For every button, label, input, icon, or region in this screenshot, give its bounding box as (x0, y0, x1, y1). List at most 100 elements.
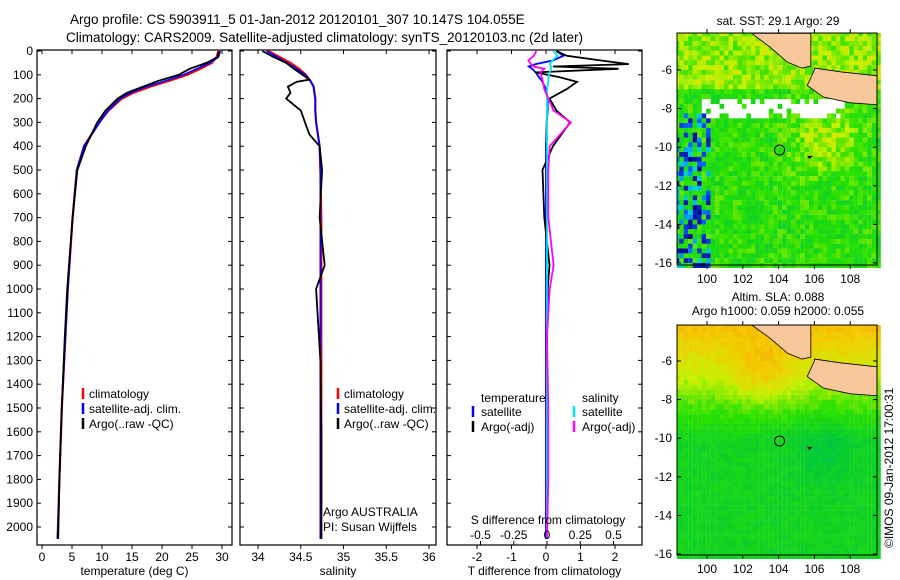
map-cell (759, 253, 765, 259)
legend-label: satellite (481, 405, 522, 419)
map-cell (853, 404, 859, 410)
map-cell (822, 428, 828, 434)
map-cell (835, 181, 841, 186)
map-cell (818, 462, 823, 468)
map-cell (728, 433, 734, 439)
map-cell (768, 496, 774, 502)
map-cell (809, 185, 814, 191)
map-cell (737, 79, 742, 85)
map-cell (701, 380, 707, 386)
map-cell (809, 45, 814, 51)
map-cell (701, 491, 707, 497)
map-cell (835, 41, 841, 46)
map-cell (853, 55, 859, 61)
map-cell (755, 45, 760, 51)
map-cell (858, 123, 863, 129)
map-cell (679, 137, 684, 143)
map-cell (733, 258, 738, 264)
map-cell (701, 258, 707, 264)
map-cell (862, 423, 868, 429)
map-cell (688, 195, 693, 201)
map-cell (755, 132, 760, 138)
map-cell (849, 36, 854, 42)
map-cell (822, 205, 828, 211)
map-cell (822, 258, 828, 264)
y-tick-label: 1200 (6, 330, 33, 344)
map-cell (733, 229, 738, 235)
map-cell (853, 161, 859, 167)
map-cell (746, 229, 751, 235)
map-cell (679, 214, 684, 220)
map-cell (741, 351, 747, 357)
map-cell (795, 181, 801, 186)
map-cell (831, 409, 836, 415)
map-cell (786, 414, 792, 420)
map-cell (782, 205, 787, 211)
map-cell (768, 205, 774, 211)
map-cell (867, 529, 872, 535)
map-cell (858, 399, 863, 405)
map-cell (697, 137, 702, 143)
map-cell (800, 185, 805, 191)
map-cell (849, 447, 854, 453)
map-cell (840, 127, 845, 133)
map-cell (737, 370, 742, 376)
map-cell (706, 520, 711, 526)
map-cell (697, 70, 702, 75)
map-cell (701, 55, 707, 61)
map-cell (710, 200, 716, 206)
map-cell (701, 361, 707, 366)
map-cell (862, 554, 868, 559)
map-cell (822, 462, 828, 468)
map-cell (768, 123, 774, 129)
map-cell (822, 224, 828, 230)
map-cell (764, 89, 769, 95)
map-cell (701, 161, 707, 167)
map-cell (840, 418, 845, 424)
map-cell (715, 375, 720, 381)
map-cell (835, 481, 841, 487)
map-cell (876, 365, 881, 371)
map-cell (800, 147, 805, 153)
map-cell (746, 447, 751, 453)
map-cell (701, 549, 707, 555)
map-cell (844, 185, 850, 191)
map-cell (679, 462, 684, 468)
map-cell (867, 447, 872, 453)
map-cell (746, 505, 751, 511)
map-cell (679, 404, 684, 410)
map-cell (773, 60, 778, 66)
map-cell (701, 142, 707, 148)
map-cell (822, 399, 828, 405)
map-cell (777, 152, 783, 157)
map-cell (679, 200, 684, 206)
map-cell (719, 385, 725, 391)
map-cell (746, 525, 751, 530)
map-cell (728, 161, 734, 167)
map-cell (777, 462, 783, 468)
map-cell (800, 219, 805, 225)
map-cell (858, 438, 863, 444)
map-cell (813, 248, 819, 254)
map-cell (849, 438, 854, 444)
map-cell (737, 171, 742, 177)
map-cell (755, 356, 760, 362)
map-cell (733, 45, 738, 51)
map-cell (876, 60, 881, 66)
map-cells (677, 325, 881, 559)
map-cell (813, 529, 819, 535)
map-cell (759, 166, 765, 172)
map-cell (733, 433, 738, 439)
map-cell (710, 147, 716, 153)
map-cell (849, 404, 854, 410)
map-cell (840, 394, 845, 400)
map-cell (773, 515, 778, 521)
map-cell (706, 127, 711, 133)
map-cell (795, 380, 801, 386)
map-cell (706, 200, 711, 206)
map-cell (849, 248, 854, 254)
map-cell (764, 123, 769, 129)
map-cell (719, 41, 725, 46)
map-cell (867, 55, 872, 61)
map-cell (692, 185, 698, 191)
